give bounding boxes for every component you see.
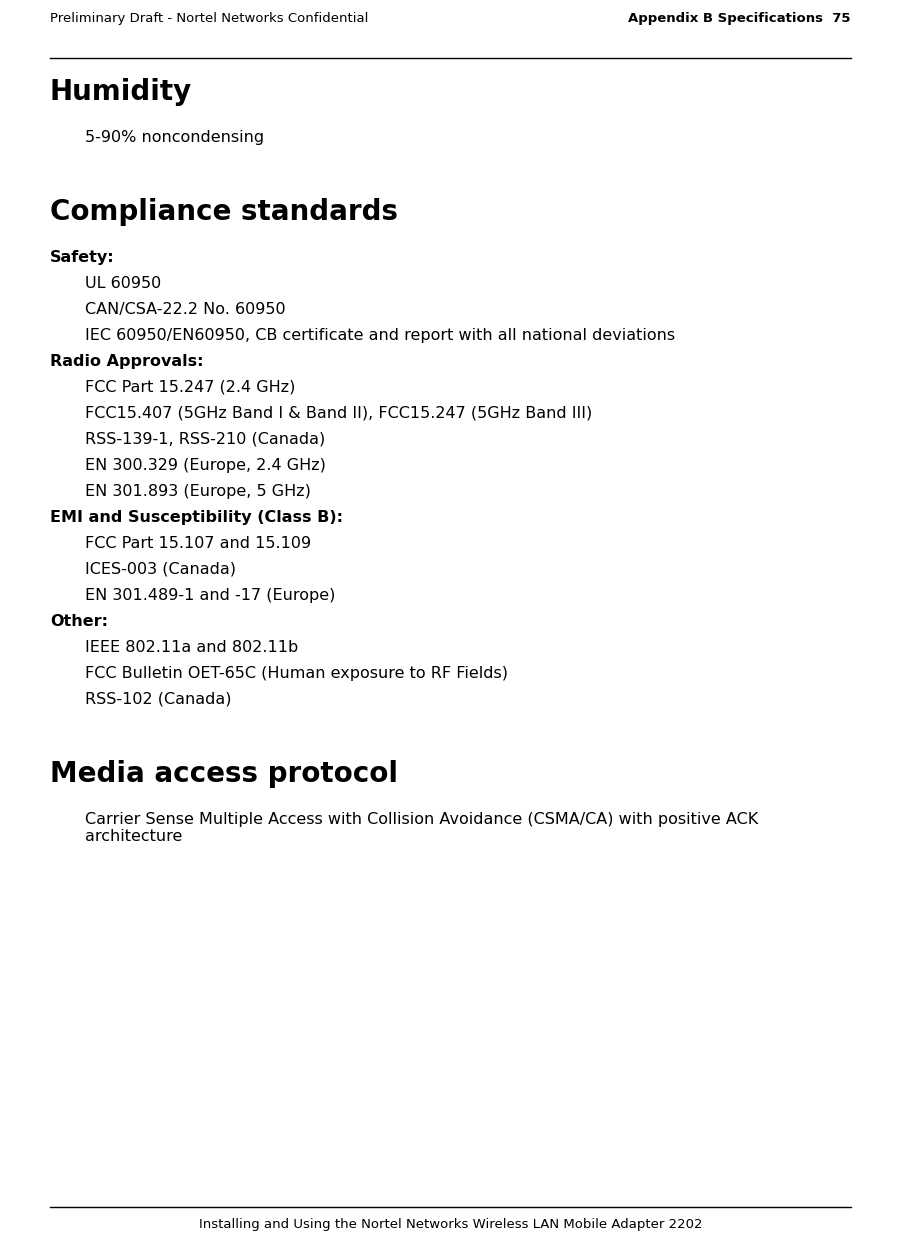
Text: EMI and Susceptibility (Class B):: EMI and Susceptibility (Class B): (50, 509, 343, 525)
Text: Humidity: Humidity (50, 78, 192, 106)
Text: Appendix B Specifications  75: Appendix B Specifications 75 (629, 13, 851, 25)
Text: Other:: Other: (50, 614, 108, 629)
Text: Installing and Using the Nortel Networks Wireless LAN Mobile Adapter 2202: Installing and Using the Nortel Networks… (199, 1218, 702, 1232)
Text: Radio Approvals:: Radio Approvals: (50, 353, 204, 369)
Text: 5-90% noncondensing: 5-90% noncondensing (85, 130, 264, 145)
Text: EN 300.329 (Europe, 2.4 GHz): EN 300.329 (Europe, 2.4 GHz) (85, 458, 326, 473)
Text: Safety:: Safety: (50, 250, 114, 265)
Text: EN 301.489-1 and -17 (Europe): EN 301.489-1 and -17 (Europe) (85, 587, 335, 603)
Text: FCC Part 15.107 and 15.109: FCC Part 15.107 and 15.109 (85, 536, 311, 551)
Text: RSS-139-1, RSS-210 (Canada): RSS-139-1, RSS-210 (Canada) (85, 431, 325, 447)
Text: ICES-003 (Canada): ICES-003 (Canada) (85, 562, 236, 577)
Text: FCC15.407 (5GHz Band I & Band II), FCC15.247 (5GHz Band III): FCC15.407 (5GHz Band I & Band II), FCC15… (85, 406, 592, 421)
Text: FCC Part 15.247 (2.4 GHz): FCC Part 15.247 (2.4 GHz) (85, 380, 296, 395)
Text: Media access protocol: Media access protocol (50, 760, 398, 788)
Text: EN 301.893 (Europe, 5 GHz): EN 301.893 (Europe, 5 GHz) (85, 484, 311, 499)
Text: Compliance standards: Compliance standards (50, 198, 398, 226)
Text: IEC 60950/EN60950, CB certificate and report with all national deviations: IEC 60950/EN60950, CB certificate and re… (85, 328, 675, 343)
Text: CAN/CSA-22.2 No. 60950: CAN/CSA-22.2 No. 60950 (85, 302, 286, 317)
Text: IEEE 802.11a and 802.11b: IEEE 802.11a and 802.11b (85, 640, 298, 655)
Text: UL 60950: UL 60950 (85, 276, 161, 291)
Text: RSS-102 (Canada): RSS-102 (Canada) (85, 692, 232, 707)
Text: Preliminary Draft - Nortel Networks Confidential: Preliminary Draft - Nortel Networks Conf… (50, 13, 369, 25)
Text: FCC Bulletin OET-65C (Human exposure to RF Fields): FCC Bulletin OET-65C (Human exposure to … (85, 665, 508, 681)
Text: Carrier Sense Multiple Access with Collision Avoidance (CSMA/CA) with positive A: Carrier Sense Multiple Access with Colli… (85, 811, 759, 844)
